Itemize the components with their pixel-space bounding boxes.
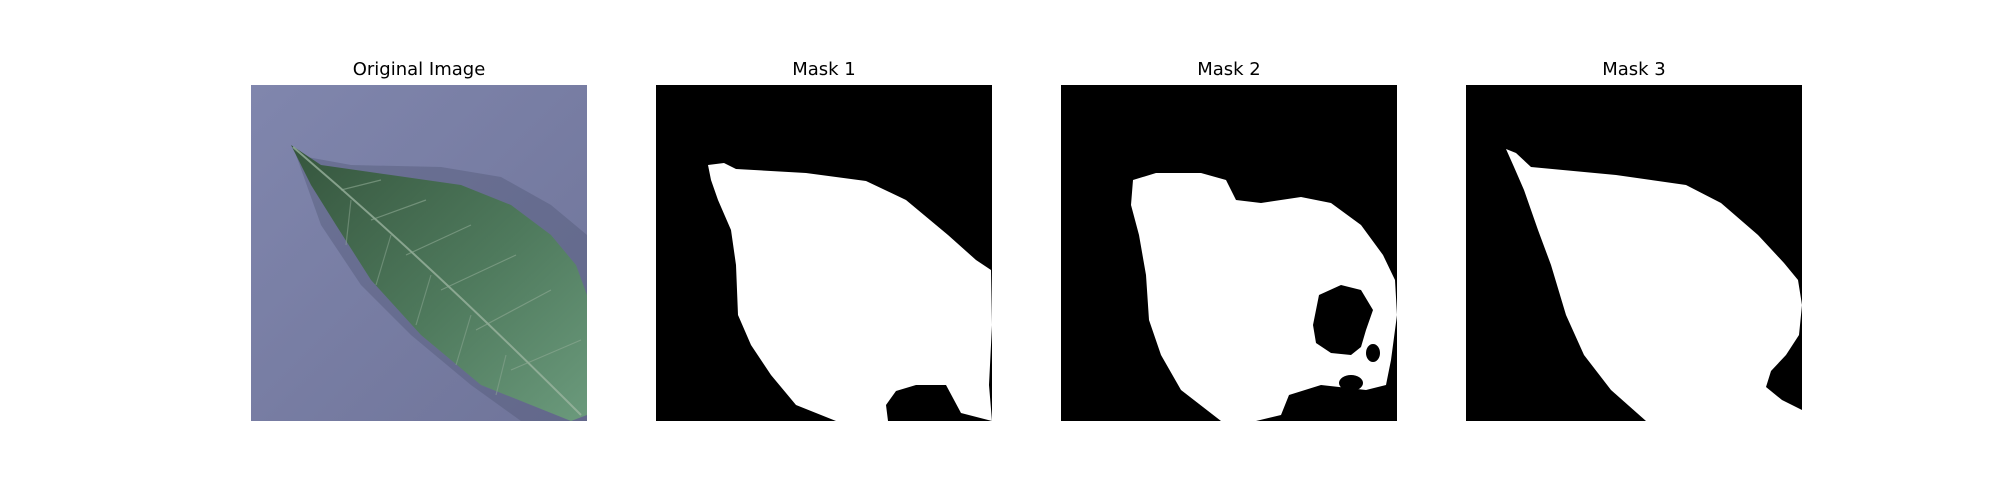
leaf-shape bbox=[291, 145, 587, 421]
mask-1-svg bbox=[656, 85, 992, 421]
mask-3-region bbox=[1506, 149, 1802, 421]
mask-2-svg bbox=[1061, 85, 1397, 421]
leaf-photo bbox=[251, 85, 587, 421]
mask-3-speck bbox=[1769, 294, 1775, 300]
leaf-photo-svg bbox=[251, 85, 587, 421]
mask-3-speck bbox=[1757, 286, 1765, 294]
panel-title: Mask 1 bbox=[792, 59, 856, 80]
mask-3-image bbox=[1466, 85, 1802, 421]
mask-1-region bbox=[708, 163, 992, 421]
mask-2-region bbox=[1131, 173, 1397, 421]
mask-1-image bbox=[656, 85, 992, 421]
mask-3-svg bbox=[1466, 85, 1802, 421]
mask-3-speck bbox=[1751, 297, 1757, 303]
mask-2-image bbox=[1061, 85, 1397, 421]
mask-2-hole bbox=[1339, 375, 1363, 391]
panel-title: Original Image bbox=[352, 59, 486, 80]
panel-title: Mask 2 bbox=[1197, 59, 1261, 80]
mask-2-hole bbox=[1366, 344, 1380, 362]
panel-title: Mask 3 bbox=[1602, 59, 1666, 80]
mask-2-hole bbox=[1313, 285, 1373, 355]
